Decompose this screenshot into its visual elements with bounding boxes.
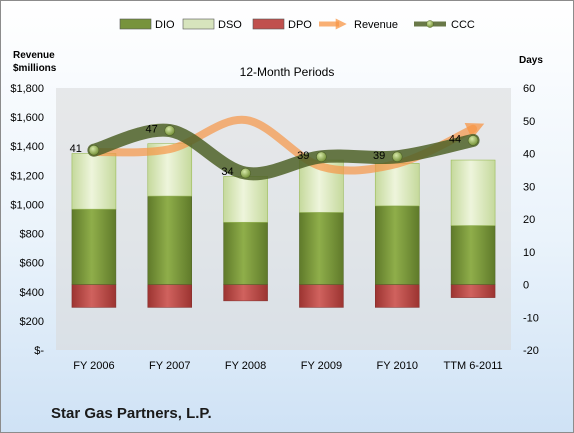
ccc-point [164, 125, 176, 136]
bar-dio [71, 208, 117, 285]
bar-dpo [299, 284, 344, 308]
bar-dio [299, 212, 344, 285]
right-tick-label: 10 [523, 247, 535, 259]
category-label: FY 2007 [149, 360, 190, 372]
bar-dpo [71, 284, 117, 308]
legend-label-revenue: Revenue [354, 19, 398, 31]
bar-dio [223, 222, 268, 285]
ccc-point [316, 151, 327, 163]
legend-label-dpo: DPO [288, 19, 312, 31]
bar-dpo [223, 284, 268, 302]
category-label: FY 2010 [377, 360, 418, 372]
bar-dpo [147, 284, 192, 308]
bar-dso [71, 153, 117, 210]
right-tick-label: 60 [523, 83, 535, 95]
right-tick-label: -10 [523, 312, 539, 324]
ccc-point [88, 144, 100, 156]
ccc-point [240, 167, 251, 179]
bar-dso [450, 159, 496, 226]
left-tick-label: $1,400 [10, 141, 44, 153]
right-tick-label: 30 [523, 181, 535, 193]
category-label: FY 2006 [73, 360, 114, 372]
ccc-data-label: 39 [297, 150, 309, 162]
category-label: TTM 6-2011 [444, 360, 503, 372]
legend-label-dio: DIO [155, 19, 175, 31]
legend-swatch-dpo [252, 18, 285, 30]
left-axis-title-line1: Revenue [13, 50, 55, 61]
left-tick-label: $600 [20, 258, 44, 270]
category-label: FY 2008 [225, 360, 266, 372]
category-label: FY 2009 [301, 360, 342, 372]
right-axis-title: Days [519, 55, 543, 66]
legend-swatch-dso [182, 18, 215, 30]
ccc-data-label: 34 [221, 166, 233, 178]
left-tick-label: $1,000 [10, 199, 44, 211]
left-tick-label: $400 [20, 287, 44, 299]
right-tick-label: 40 [523, 149, 535, 161]
plot-area [56, 88, 511, 350]
right-tick-label: 0 [523, 280, 529, 292]
ccc-data-label: 47 [146, 124, 158, 136]
ccc-point [467, 135, 479, 146]
right-tick-label: 50 [523, 116, 535, 128]
bar-dso [223, 176, 268, 223]
chart-title: 12-Month Periods [240, 65, 335, 79]
left-tick-label: $1,600 [10, 112, 44, 124]
bar-dio [450, 225, 496, 285]
ccc-point [391, 151, 403, 163]
bar-dio [147, 195, 192, 285]
bar-dso [374, 163, 420, 207]
left-tick-label: $200 [20, 316, 44, 328]
left-tick-label: $1,800 [10, 83, 44, 95]
left-tick-label: $1,200 [10, 170, 44, 182]
legend-swatch-dio [119, 18, 152, 30]
bar-dpo [375, 284, 420, 308]
left-tick-label: $- [34, 345, 44, 357]
legend-label-ccc: CCC [451, 19, 475, 31]
legend-label-dso: DSO [218, 19, 242, 31]
bar-dpo [450, 284, 496, 298]
ccc-data-label: 41 [70, 143, 82, 155]
company-name: Star Gas Partners, L.P. [51, 405, 212, 422]
bar-dio [375, 205, 420, 285]
ccc-data-label: 44 [449, 133, 461, 145]
right-tick-label: -20 [523, 345, 539, 357]
left-tick-label: $800 [20, 229, 44, 241]
legend-marker-ccc [426, 20, 434, 28]
left-axis-title-line2: $millions [13, 63, 57, 74]
ccc-data-label: 39 [373, 150, 385, 162]
right-tick-label: 20 [523, 214, 535, 226]
